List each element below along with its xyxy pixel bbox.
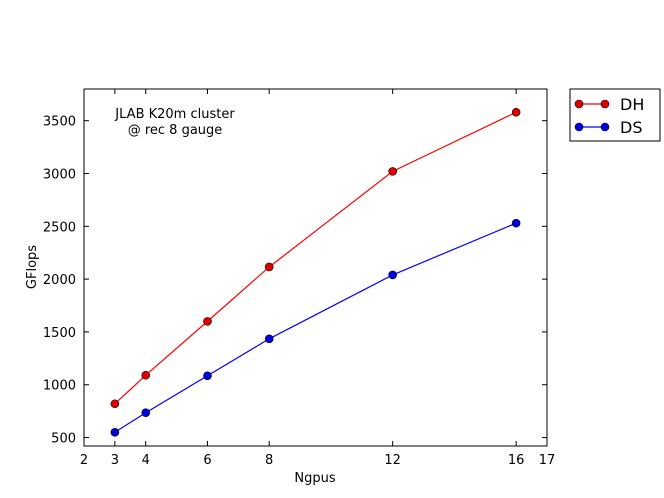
y-axis-label: GFlops <box>25 245 40 289</box>
data-point-ds <box>388 270 397 280</box>
series-layer <box>110 107 521 437</box>
legend-marker-ds <box>600 122 610 132</box>
x-tick-label: 17 <box>539 453 556 468</box>
legend-label-ds: DS <box>620 118 642 137</box>
data-point-dh <box>511 107 521 117</box>
legend-marker-ds <box>574 122 584 132</box>
data-point-dh <box>141 370 151 380</box>
annotation-line-1: JLAB K20m cluster <box>114 107 235 122</box>
legend: DH DS <box>569 88 661 142</box>
data-point-dh <box>264 262 274 272</box>
data-point-ds <box>141 408 151 418</box>
y-tick-label: 3000 <box>43 167 76 182</box>
axis-ticks: 2 3 4 6 8 12 16 17 500 1000 1500 2000 2500 3000 3500 <box>43 89 555 468</box>
x-tick-label: 12 <box>384 453 401 468</box>
y-tick-label: 2000 <box>43 273 76 288</box>
y-tick-label: 1000 <box>43 379 76 394</box>
x-tick-label: 8 <box>265 453 273 468</box>
legend-label-dh: DH <box>620 95 644 114</box>
y-tick-label: 500 <box>51 432 76 447</box>
legend-marker-dh <box>574 99 584 109</box>
data-point-dh <box>110 399 120 409</box>
data-point-ds <box>203 371 212 381</box>
x-tick-label: 6 <box>203 453 211 468</box>
x-tick-label: 2 <box>80 453 88 468</box>
x-tick-label: 3 <box>111 453 119 468</box>
data-point-dh <box>388 167 397 176</box>
data-point-dh <box>203 317 212 326</box>
annotation-line-2: @ rec 8 gauge <box>128 123 223 138</box>
x-tick-label: 16 <box>508 453 525 468</box>
legend-marker-dh <box>600 99 610 109</box>
plot-area <box>84 89 547 446</box>
plot-frame <box>83 88 548 447</box>
x-axis-label: Ngpus <box>294 471 335 486</box>
y-tick-label: 1500 <box>43 326 76 341</box>
y-tick-label: 2500 <box>43 220 76 235</box>
data-point-ds <box>264 334 274 344</box>
series-line-dh <box>114 111 517 405</box>
y-tick-label: 3500 <box>43 115 76 130</box>
legend-frame <box>569 88 661 142</box>
x-tick-label: 4 <box>142 453 150 468</box>
series-line-ds <box>114 222 517 433</box>
data-point-ds <box>511 218 521 228</box>
data-point-ds <box>110 427 120 437</box>
